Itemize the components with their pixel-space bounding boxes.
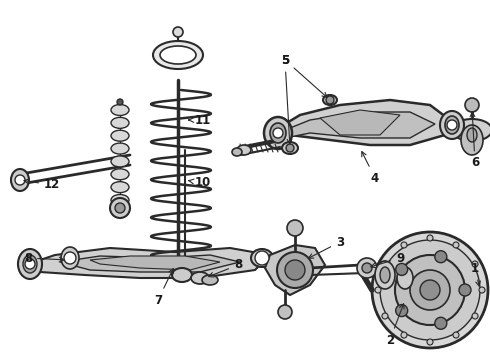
Circle shape bbox=[380, 240, 480, 340]
Ellipse shape bbox=[111, 156, 129, 167]
Ellipse shape bbox=[61, 247, 79, 269]
Polygon shape bbox=[90, 256, 220, 270]
Ellipse shape bbox=[282, 142, 298, 154]
Text: 7: 7 bbox=[154, 269, 173, 306]
Circle shape bbox=[396, 305, 408, 316]
Text: 3: 3 bbox=[309, 235, 344, 258]
Polygon shape bbox=[25, 248, 270, 278]
Circle shape bbox=[395, 255, 465, 325]
Circle shape bbox=[382, 313, 388, 319]
Circle shape bbox=[453, 242, 459, 248]
Circle shape bbox=[117, 99, 123, 105]
Ellipse shape bbox=[375, 261, 395, 289]
Circle shape bbox=[465, 98, 479, 112]
Ellipse shape bbox=[251, 249, 273, 267]
Circle shape bbox=[472, 261, 478, 267]
Text: 10: 10 bbox=[189, 176, 211, 189]
Ellipse shape bbox=[232, 148, 242, 156]
Ellipse shape bbox=[191, 272, 209, 284]
Circle shape bbox=[459, 284, 471, 296]
Ellipse shape bbox=[23, 255, 37, 273]
Circle shape bbox=[427, 235, 433, 241]
Circle shape bbox=[255, 251, 269, 265]
Circle shape bbox=[64, 252, 76, 264]
Text: 5: 5 bbox=[281, 54, 292, 144]
Circle shape bbox=[285, 260, 305, 280]
Circle shape bbox=[287, 220, 303, 236]
Circle shape bbox=[277, 252, 313, 288]
Ellipse shape bbox=[11, 169, 29, 191]
Circle shape bbox=[427, 339, 433, 345]
Circle shape bbox=[472, 313, 478, 319]
Polygon shape bbox=[60, 255, 240, 272]
Text: 6: 6 bbox=[470, 112, 479, 170]
Circle shape bbox=[278, 305, 292, 319]
Circle shape bbox=[382, 261, 388, 267]
Ellipse shape bbox=[440, 111, 464, 139]
Circle shape bbox=[110, 198, 130, 218]
Polygon shape bbox=[265, 245, 325, 295]
Circle shape bbox=[326, 96, 334, 104]
Text: 11: 11 bbox=[189, 113, 211, 126]
Circle shape bbox=[357, 258, 377, 278]
Text: 1: 1 bbox=[471, 261, 480, 286]
Ellipse shape bbox=[111, 194, 129, 206]
Ellipse shape bbox=[18, 249, 42, 279]
Text: 8: 8 bbox=[209, 258, 242, 277]
Circle shape bbox=[410, 270, 450, 310]
Ellipse shape bbox=[452, 119, 490, 141]
Ellipse shape bbox=[467, 128, 477, 142]
Circle shape bbox=[396, 264, 408, 275]
Circle shape bbox=[401, 242, 407, 248]
Circle shape bbox=[372, 232, 488, 348]
Text: 5: 5 bbox=[281, 54, 327, 97]
Text: 4: 4 bbox=[362, 152, 379, 184]
Circle shape bbox=[435, 317, 447, 329]
Circle shape bbox=[447, 120, 457, 130]
Ellipse shape bbox=[111, 182, 129, 193]
Ellipse shape bbox=[111, 143, 129, 154]
Circle shape bbox=[420, 280, 440, 300]
Circle shape bbox=[453, 332, 459, 338]
Ellipse shape bbox=[153, 41, 203, 69]
Ellipse shape bbox=[397, 267, 413, 289]
Ellipse shape bbox=[264, 117, 292, 149]
Ellipse shape bbox=[160, 46, 196, 64]
Circle shape bbox=[286, 144, 294, 152]
Ellipse shape bbox=[445, 116, 459, 134]
Polygon shape bbox=[270, 100, 450, 145]
Ellipse shape bbox=[270, 123, 286, 143]
Polygon shape bbox=[320, 110, 400, 135]
Circle shape bbox=[15, 175, 25, 185]
Ellipse shape bbox=[172, 268, 192, 282]
Circle shape bbox=[173, 27, 183, 37]
Ellipse shape bbox=[111, 169, 129, 180]
Text: 2: 2 bbox=[386, 304, 404, 346]
Ellipse shape bbox=[111, 130, 129, 141]
Circle shape bbox=[375, 287, 381, 293]
Circle shape bbox=[25, 259, 35, 269]
Circle shape bbox=[401, 332, 407, 338]
Text: 12: 12 bbox=[24, 179, 60, 192]
Ellipse shape bbox=[380, 267, 390, 283]
Ellipse shape bbox=[237, 145, 251, 155]
Ellipse shape bbox=[202, 275, 218, 285]
Circle shape bbox=[362, 263, 372, 273]
Ellipse shape bbox=[111, 104, 129, 116]
Text: 8: 8 bbox=[24, 252, 64, 265]
Polygon shape bbox=[280, 112, 435, 138]
Text: 9: 9 bbox=[371, 252, 404, 268]
Ellipse shape bbox=[111, 117, 129, 129]
Circle shape bbox=[115, 203, 125, 213]
Circle shape bbox=[435, 251, 447, 263]
Ellipse shape bbox=[323, 95, 337, 105]
Circle shape bbox=[479, 287, 485, 293]
Circle shape bbox=[273, 128, 283, 138]
Ellipse shape bbox=[461, 125, 483, 155]
